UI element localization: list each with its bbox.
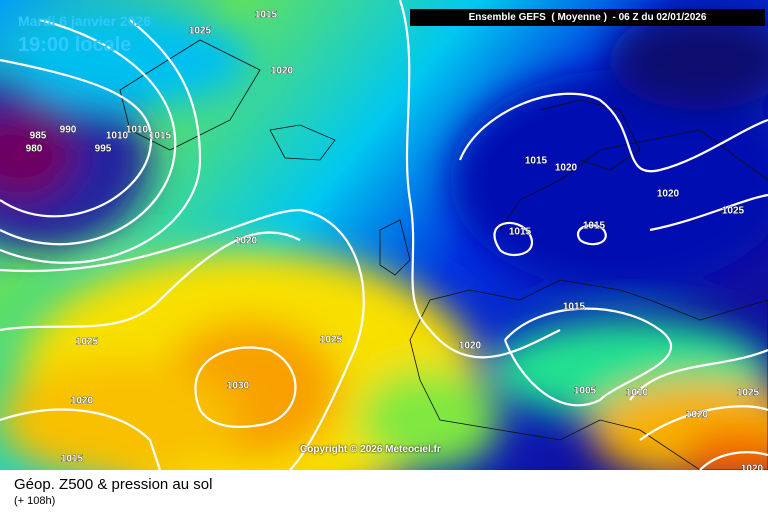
isobar-label: 1025 [737,388,760,399]
copyright: Copyright © 2026 Meteociel.fr [300,444,441,455]
isobar-label: 995 [95,144,112,155]
isobar-label: 1015 [583,221,606,232]
isobar-label: 1020 [657,189,680,200]
date-label: Mardi 6 janvier 2026 [18,13,152,29]
isobar-label: 1025 [722,206,745,217]
model-banner: Ensemble GEFS ( Moyenne ) - 06 Z du 02/0… [410,9,765,26]
isobars [0,0,768,470]
isobar-label: 990 [60,125,77,136]
isobar-label: 1010 [126,125,149,136]
field-shading [0,10,768,510]
isobar-label: 1020 [235,236,258,247]
isobar-label: 1020 [271,66,294,77]
isobar-label: 1005 [574,386,597,397]
isobar-label: 980 [26,144,43,155]
isobar-label: 1020 [741,464,764,475]
time-label: 19:00 locale [18,34,132,56]
isobar-label: 1020 [555,163,578,174]
isobar-label: 1025 [76,337,99,348]
isobar-label: 985 [30,131,47,142]
footer: Géop. Z500 & pression au sol (+ 108h) [0,470,768,512]
footer-subtitle: (+ 108h) [14,495,56,507]
isobar-label: 1020 [71,396,94,407]
isobar-label: 1020 [686,410,709,421]
isobar-label: 1030 [227,381,250,392]
isobar-label: 1015 [255,10,278,21]
isobar-label: 1020 [459,341,482,352]
footer-title: Géop. Z500 & pression au sol [14,476,213,493]
isobar-label: 1025 [320,335,343,346]
isobar-label: 1025 [189,26,212,37]
isobar-label: 1015 [525,156,548,167]
isobar-label: 1015 [149,131,172,142]
isobar-label: 1015 [61,454,84,465]
isobar-label: 1015 [509,227,532,238]
isobar-label: 1010 [106,131,129,142]
isobar-label: 1015 [563,302,586,313]
isobar-label: 1010 [626,388,649,399]
